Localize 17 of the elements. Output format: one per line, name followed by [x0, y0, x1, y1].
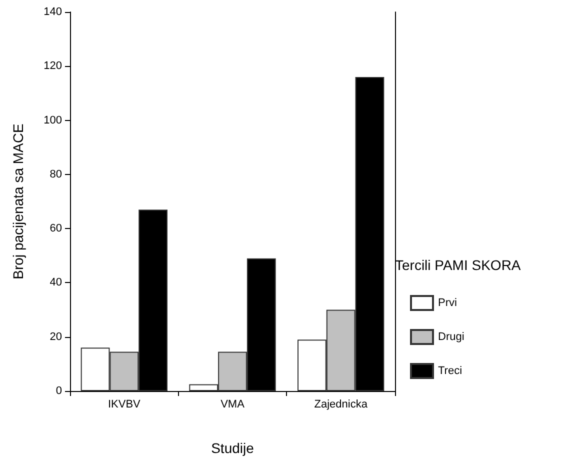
y-tick-label: 40 [50, 276, 62, 289]
legend-label: Drugi [438, 331, 464, 343]
y-tick-label: 100 [44, 114, 62, 126]
y-tick-label: 60 [50, 222, 62, 235]
y-tick-label: 140 [44, 6, 62, 18]
y-tick-label: 80 [50, 168, 62, 180]
y-axis-title: Broj pacijenata sa MACE [10, 124, 26, 280]
y-tick-label: 20 [50, 330, 62, 343]
y-tick-label: 0 [56, 385, 62, 397]
x-tick-label: IKVBV [108, 398, 142, 410]
legend-title: Tercili PAMI SKORA [395, 257, 522, 273]
x-axis-title: Studije [211, 440, 254, 456]
x-tick-label: VMA [220, 398, 246, 410]
y-tick-label: 120 [44, 60, 62, 72]
x-tick-label: Zajednicka [314, 398, 368, 410]
legend-label: Prvi [438, 297, 457, 309]
legend-label: Treci [438, 365, 462, 377]
